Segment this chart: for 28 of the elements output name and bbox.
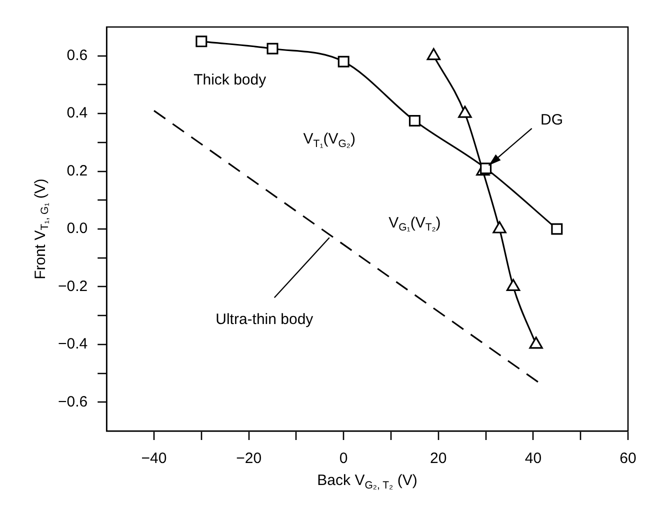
y-tick-label: 0.0	[66, 220, 88, 238]
point	[458, 106, 472, 118]
x-tick-label: 20	[430, 450, 447, 468]
y-tick-label: 0.4	[66, 104, 88, 122]
point	[506, 278, 520, 292]
point	[492, 221, 506, 234]
annotation: DG	[540, 112, 564, 129]
x-tick-label: 60	[620, 450, 636, 468]
annotation: Thick body	[194, 72, 267, 89]
point	[408, 115, 420, 127]
point	[551, 223, 563, 235]
y-tick-label: −0.4	[58, 336, 88, 353]
point	[480, 162, 492, 174]
y-tick-label: 0.6	[66, 47, 88, 64]
point	[266, 42, 278, 54]
y-tick-label: 0.2	[66, 162, 88, 180]
x-tick-label: 0	[339, 450, 348, 468]
x-tick-label: −40	[141, 450, 167, 468]
point	[196, 36, 208, 48]
y-tick-label: −0.6	[58, 393, 88, 410]
x-tick-label: −20	[236, 450, 262, 468]
point	[338, 56, 350, 68]
annotation: Ultra-thin body	[216, 310, 314, 328]
point	[529, 336, 543, 349]
y-tick-label: −0.2	[58, 278, 88, 295]
point	[426, 48, 441, 60]
x-tick-label: 40	[524, 450, 542, 468]
y-axis-title: Front VT₁, G₁ (V)	[32, 178, 51, 280]
